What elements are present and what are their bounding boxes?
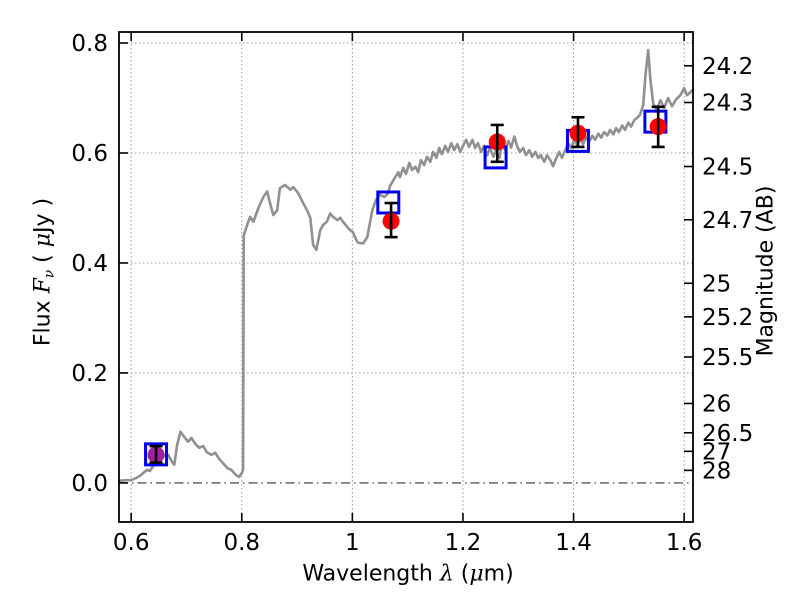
mag-tick-label: 26 xyxy=(702,391,731,417)
mu-symbol: μ xyxy=(30,232,56,248)
y-axis-label-text: Flux xyxy=(30,293,56,347)
x-axis-label-text: Wavelength xyxy=(302,561,440,587)
lambda-symbol: λ xyxy=(439,561,454,587)
mag-tick-label: 27 xyxy=(702,439,731,465)
y-tick-label: 0.0 xyxy=(71,471,108,497)
flux-subscript-nu: ν xyxy=(41,269,58,279)
mag-tick-label: 24.3 xyxy=(702,91,753,117)
y-axis-label: Flux Fν ( μJy ) xyxy=(30,197,58,347)
flux-symbol: F xyxy=(30,278,56,294)
plot-frame xyxy=(118,31,694,523)
mag-tick-label: 28 xyxy=(702,458,731,484)
right-axis-label: Magnitude (AB) xyxy=(754,186,779,357)
x-tick-label: 0.6 xyxy=(113,530,150,556)
galaxy-spectrum xyxy=(117,48,695,483)
mag-tick-label: 25 xyxy=(702,271,731,297)
model-square xyxy=(144,442,169,467)
y-tick-label: 0.6 xyxy=(71,141,108,167)
x-tick-label: 1.4 xyxy=(555,530,592,556)
model-square xyxy=(376,190,401,215)
right-axis-label-text: Magnitude (AB) xyxy=(753,185,779,357)
mag-tick-label: 24.7 xyxy=(702,208,753,234)
x-tick-label: 1 xyxy=(345,530,360,556)
mag-tick-label: 25.5 xyxy=(702,345,753,371)
mag-tick-label: 25.2 xyxy=(702,305,753,331)
x-tick-label: 1.2 xyxy=(445,530,482,556)
y-tick-label: 0.4 xyxy=(71,251,108,277)
x-tick-label: 0.8 xyxy=(223,530,260,556)
x-axis-label: Wavelength λ (μm) xyxy=(302,561,514,587)
x-tick-label: 1.6 xyxy=(666,530,703,556)
mu-symbol: μ xyxy=(469,561,484,587)
y-tick-label: 0.2 xyxy=(71,361,108,387)
y-tick-label: 0.8 xyxy=(71,31,108,57)
mag-tick-label: 24.5 xyxy=(702,155,753,181)
mag-tick-label: 24.2 xyxy=(702,54,753,80)
mag-tick-label: 26.5 xyxy=(702,421,753,447)
